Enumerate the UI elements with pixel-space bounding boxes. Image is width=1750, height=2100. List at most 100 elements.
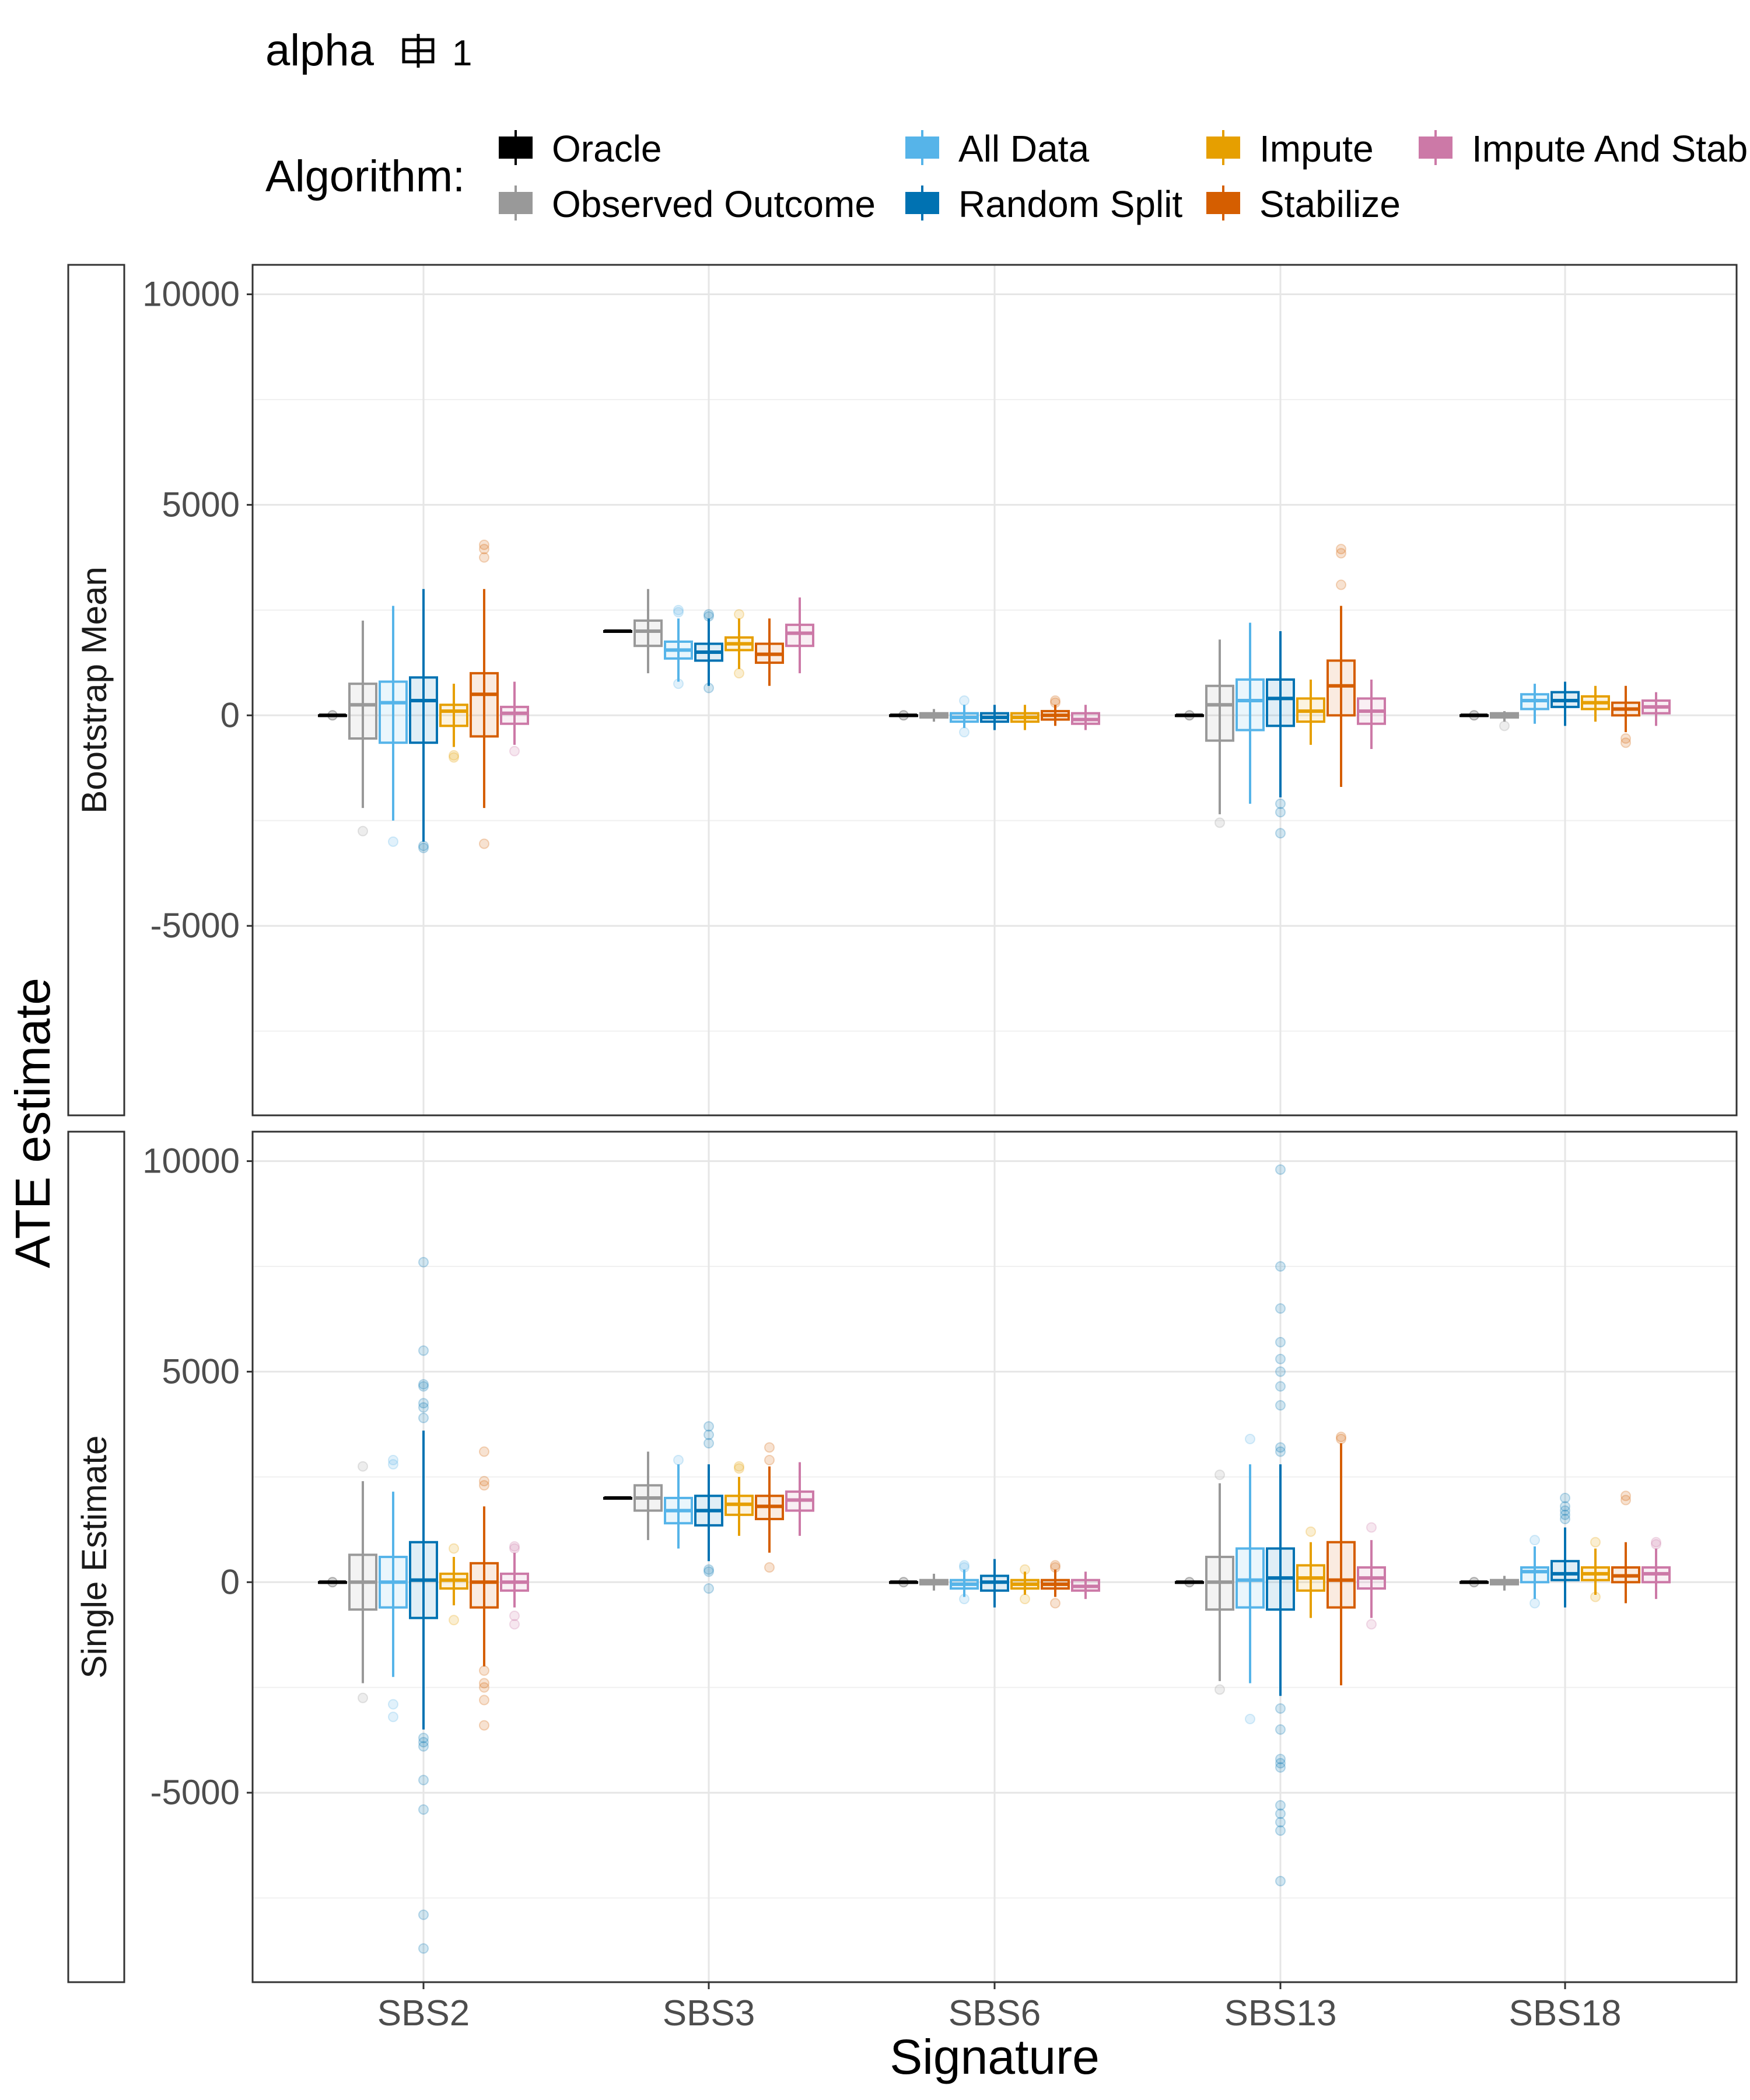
category-group-sbs13 — [1175, 544, 1386, 839]
box-observed-outcome — [1490, 711, 1519, 732]
legend-key-observed-outcome — [499, 186, 533, 220]
box-stabilize — [755, 618, 784, 686]
box-oracle — [1460, 1577, 1489, 1588]
outlier-point — [1530, 1598, 1540, 1609]
box-impute — [724, 609, 754, 679]
outlier-point — [1275, 1703, 1286, 1714]
box-impute-and-stabilize — [785, 1462, 814, 1536]
outlier-point — [479, 1682, 489, 1693]
facet-strip-label: Bootstrap Mean — [75, 566, 114, 814]
iqr-box — [1326, 1541, 1356, 1609]
box-impute — [1296, 679, 1325, 745]
legend-key-random-split — [905, 186, 939, 220]
legend-label-impute-and-stabilize: Impute And Stabilize — [1472, 128, 1750, 170]
outlier-point — [1245, 1433, 1255, 1444]
outlier-point — [1275, 1303, 1286, 1314]
outlier-point — [1245, 1713, 1255, 1724]
outlier-point — [1560, 1505, 1570, 1516]
outlier-point — [1020, 1594, 1030, 1605]
category-group-sbs18 — [1460, 681, 1671, 748]
iqr-box — [500, 705, 529, 725]
outlier-point — [479, 1446, 489, 1457]
y-tick-label: -5000 — [150, 906, 240, 945]
legend-label-impute: Impute — [1259, 128, 1374, 170]
alpha-key-icon — [402, 34, 435, 68]
outlier-point — [1275, 1261, 1286, 1272]
box-random-split — [694, 609, 723, 694]
x-tick-label: SBS18 — [1508, 1993, 1621, 2034]
outlier-point — [509, 1541, 520, 1552]
iqr-box — [379, 680, 408, 744]
iqr-box — [470, 1562, 499, 1609]
box-all-data — [1520, 1535, 1549, 1609]
legend-key-impute-and-stabilize — [1419, 130, 1452, 165]
box-oracle — [1175, 1577, 1204, 1588]
outlier-point — [1214, 1469, 1225, 1480]
x-axis-title: Signature — [890, 2029, 1100, 2084]
box-observed-outcome — [1205, 1469, 1234, 1695]
box-impute-and-stabilize — [500, 1541, 529, 1630]
iqr-box — [348, 682, 377, 740]
outlier-point — [704, 609, 714, 620]
box-impute-and-stabilize — [1357, 679, 1386, 750]
iqr-box — [409, 676, 438, 744]
box-observed-outcome — [919, 709, 949, 722]
legend-label-random-split: Random Split — [958, 183, 1182, 225]
outlier-point — [449, 1543, 459, 1554]
legend-item-impute: Impute — [1206, 128, 1374, 170]
outlier-point — [1275, 1875, 1286, 1887]
outlier-point — [449, 752, 459, 763]
box-stabilize — [1041, 695, 1070, 726]
legend-key-impute — [1206, 130, 1240, 165]
category-group-sbs6 — [889, 1559, 1100, 1609]
legend-key-stabilize — [1206, 186, 1240, 220]
box-random-split — [409, 1256, 438, 1954]
alpha-label: alpha — [265, 26, 374, 75]
y-tick-label: 5000 — [162, 1352, 240, 1391]
outlier-point — [418, 1804, 429, 1815]
box-random-split — [1266, 631, 1295, 839]
box-all-data — [950, 1560, 979, 1605]
outlier-point — [509, 1611, 520, 1622]
box-oracle — [1175, 710, 1204, 721]
box-impute — [1010, 705, 1040, 730]
panel-border — [251, 264, 1738, 1116]
outlier-point — [388, 1459, 398, 1470]
y-tick-label: -5000 — [150, 1773, 240, 1812]
box-stabilize — [1611, 1490, 1640, 1604]
x-axis: SBS2 SBS3 SBS6 SBS13 SBS18 — [377, 1982, 1622, 2034]
outlier-point — [1620, 1494, 1631, 1506]
outlier-point — [1275, 1336, 1286, 1348]
outlier-point — [1620, 737, 1631, 748]
box-impute-and-stabilize — [500, 681, 529, 757]
legend-label-all-data: All Data — [958, 128, 1090, 170]
box-all-data — [1520, 684, 1549, 724]
outlier-point — [1590, 1536, 1601, 1548]
legend-item-observed-outcome: Observed Outcome — [499, 183, 876, 225]
box-stabilize — [470, 1446, 499, 1731]
iqr-box — [1326, 659, 1356, 717]
outlier-point — [1620, 1490, 1631, 1502]
outlier-point — [764, 1562, 775, 1573]
outlier-point — [959, 1560, 970, 1571]
outlier-point — [358, 825, 368, 836]
box-all-data — [664, 1454, 693, 1549]
y-tick-label: 5000 — [162, 485, 240, 524]
box-all-data — [1236, 622, 1265, 804]
iqr-box — [634, 619, 663, 648]
outlier-point — [1275, 1808, 1286, 1819]
outlier-point — [418, 1345, 429, 1356]
outlier-point — [479, 1665, 489, 1676]
box-observed-outcome — [348, 1461, 377, 1703]
outlier-point — [1275, 1366, 1286, 1377]
outlier-point — [1336, 548, 1346, 559]
outlier-point — [418, 1402, 429, 1413]
box-random-split — [1550, 1492, 1580, 1608]
outlier-point — [418, 1774, 429, 1786]
outlier-point — [479, 838, 489, 849]
box-oracle — [1460, 710, 1489, 721]
category-group-sbs13 — [1175, 1164, 1386, 1887]
iqr-box — [470, 672, 499, 738]
outlier-point — [1275, 1817, 1286, 1828]
outlier-point — [734, 1461, 744, 1472]
